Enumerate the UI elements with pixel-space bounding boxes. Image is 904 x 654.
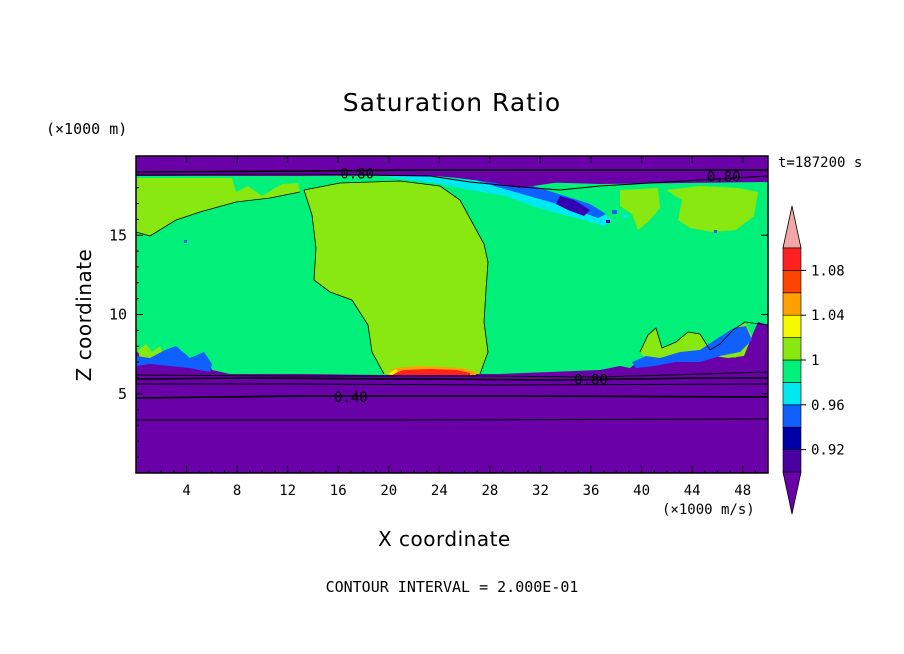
- contour-field: [136, 156, 768, 473]
- speckle: [606, 220, 610, 223]
- colorbar-over-triangle: [782, 205, 802, 249]
- colorbar-swatch: [782, 382, 802, 406]
- contour-interval-label: CONTOUR INTERVAL = 2.000E-01: [325, 578, 579, 596]
- region-upper-dry-edge: [136, 172, 768, 188]
- region-central-lime: [304, 181, 488, 374]
- time-label: t=187200 s: [778, 155, 863, 171]
- colorbar-swatch: [782, 292, 802, 316]
- contour-label: 0.80: [707, 170, 741, 186]
- x-tick-label: 16: [330, 483, 347, 499]
- contour-line: [136, 191, 301, 237]
- x-axis-ticks: 4 8 12 16 20 24 28 32 36 40 44 48: [148, 156, 756, 499]
- y-axis-label: Z coordinate: [72, 248, 96, 382]
- contour-line: [136, 383, 768, 386]
- region-top-darkblue-speckle: [556, 196, 590, 216]
- colorbar-swatch: [782, 404, 802, 428]
- x-tick-label: 36: [583, 483, 600, 499]
- colorbar-tick-label: 1.04: [811, 308, 845, 324]
- y-axis-unit: (×1000 m): [46, 120, 128, 138]
- contour-line: [136, 173, 768, 191]
- y-tick-label: 10: [109, 306, 127, 324]
- x-axis-label: X coordinate: [378, 527, 511, 551]
- y-axis-ticks: 5 10 15: [109, 171, 768, 458]
- y-tick-label: 5: [118, 385, 127, 403]
- colorbar-swatch: [782, 449, 802, 473]
- colorbar-swatch: [782, 359, 802, 383]
- region-upper-right-lime: [620, 188, 660, 230]
- colorbar-swatch: [782, 337, 802, 361]
- speckle: [612, 210, 617, 214]
- colorbar-tick-label: 0.96: [811, 398, 845, 414]
- speckle: [184, 240, 187, 243]
- colorbar-swatch: [782, 314, 802, 338]
- x-tick-label: 12: [279, 483, 296, 499]
- x-tick-label: 24: [431, 483, 448, 499]
- x-tick-label: 20: [380, 483, 397, 499]
- colorbar-under-triangle: [782, 471, 802, 515]
- x-tick-label: 44: [684, 483, 701, 499]
- contour-label: 0.80: [340, 166, 374, 182]
- region-supersaturated-edge: [388, 369, 398, 375]
- chart-title: Saturation Ratio: [342, 88, 562, 117]
- x-tick-label: 28: [481, 483, 498, 499]
- contour-line: [136, 377, 768, 381]
- contour-label: 0.80: [574, 372, 608, 388]
- contour-line: [136, 169, 768, 173]
- contour-lines: [136, 169, 768, 421]
- contour-line: [136, 418, 768, 421]
- contour-label: 0.40: [334, 390, 368, 406]
- contour-line: [136, 395, 768, 399]
- colorbar-tick-label: 1: [811, 353, 819, 369]
- speckle: [623, 214, 627, 218]
- colorbar-swatch: [782, 247, 802, 271]
- x-tick-label: 4: [182, 483, 190, 499]
- region-right-fringe: [632, 326, 752, 368]
- colorbar-tick-label: 0.92: [811, 443, 845, 459]
- colorbar-swatch: [782, 270, 802, 294]
- region-upper-right-lime-2: [666, 186, 758, 232]
- y-tick-label: 15: [109, 226, 127, 244]
- x-tick-label: 32: [532, 483, 549, 499]
- contour-line: [136, 371, 768, 378]
- colorbar-tick-label: 1.08: [811, 263, 845, 279]
- region-left-fringe: [136, 346, 212, 372]
- contour-line: [303, 180, 489, 375]
- region-supersaturated-core: [392, 369, 470, 375]
- x-tick-label: 8: [233, 483, 241, 499]
- colorbar-swatch: [782, 426, 802, 450]
- x-axis-unit: (×1000 m/s): [662, 502, 755, 518]
- speckle: [714, 230, 717, 233]
- region-upper-dry: [136, 156, 768, 172]
- contour-line: [639, 321, 768, 353]
- contour-labels: 0.80 0.80 0.80 0.40: [334, 166, 741, 406]
- colorbar: 0.92 0.96 1 1.04 1.08: [782, 205, 845, 515]
- x-tick-label: 40: [633, 483, 650, 499]
- x-tick-label: 48: [734, 483, 751, 499]
